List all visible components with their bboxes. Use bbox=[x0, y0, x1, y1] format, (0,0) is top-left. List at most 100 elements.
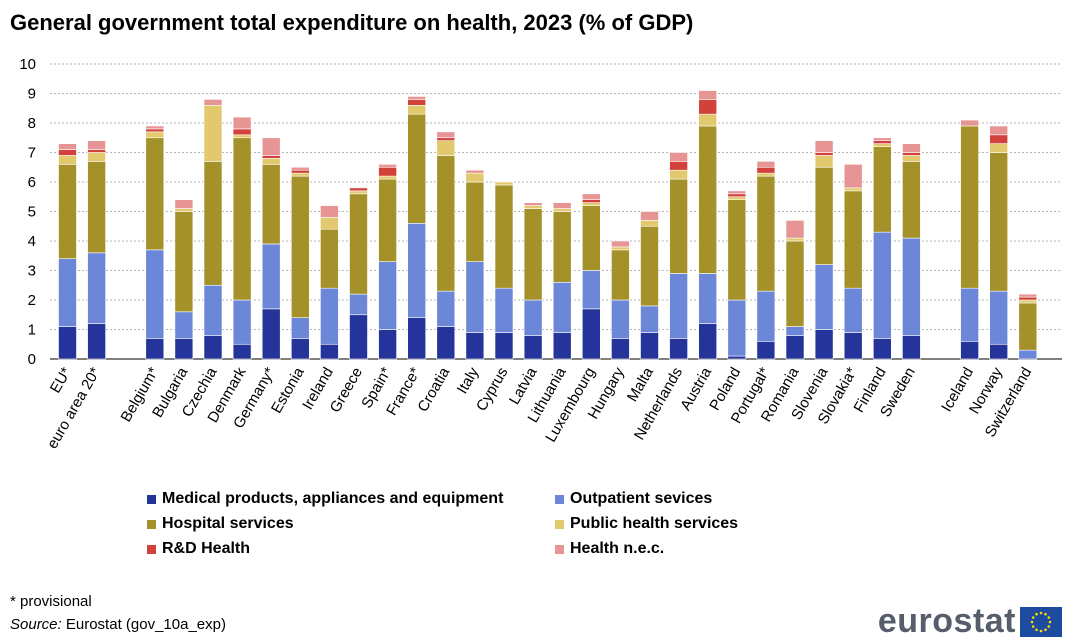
bar-segment bbox=[436, 131, 456, 139]
bar-segment bbox=[407, 105, 427, 115]
y-tick-label: 9 bbox=[28, 86, 36, 103]
bar-segment bbox=[581, 202, 601, 206]
bar-segment bbox=[1018, 349, 1038, 360]
bar-segment bbox=[814, 166, 834, 265]
bar-segment bbox=[261, 308, 281, 360]
bar-segment bbox=[960, 125, 979, 289]
bar-segment bbox=[669, 161, 688, 171]
bar-segment bbox=[378, 175, 397, 180]
flag-star bbox=[1048, 620, 1052, 623]
bar-segment bbox=[989, 343, 1009, 360]
source-label: Source: bbox=[10, 616, 62, 633]
bar-segment bbox=[87, 149, 106, 153]
bar-segment bbox=[960, 119, 979, 127]
bar-segment bbox=[552, 211, 572, 283]
bar-segment bbox=[465, 181, 485, 262]
bar-segment bbox=[669, 338, 688, 360]
bar-segment bbox=[290, 175, 310, 319]
bar-segment bbox=[174, 208, 194, 212]
bar-segment bbox=[698, 125, 718, 274]
bar-segment bbox=[698, 273, 718, 324]
flag-star bbox=[1031, 615, 1035, 619]
bar-segment bbox=[523, 299, 543, 336]
flag-star bbox=[1047, 615, 1051, 619]
bar-segment bbox=[727, 193, 747, 198]
legend-label-outpatient: Outpatient sevices bbox=[570, 490, 713, 507]
bar-segment bbox=[989, 125, 1009, 136]
legend-swatch-health-nec bbox=[555, 544, 564, 554]
bar-segment bbox=[756, 161, 776, 168]
legend-label-medical-products: Medical products, appliances and equipme… bbox=[162, 490, 504, 507]
bar-segment bbox=[640, 211, 659, 221]
bar-segment bbox=[843, 190, 863, 289]
bar-segment bbox=[989, 134, 1009, 144]
bar-segment bbox=[552, 208, 572, 212]
legend-item-medical-products: Medical products, appliances and equipme… bbox=[147, 490, 503, 508]
bar-segment bbox=[320, 217, 339, 230]
bar-segment bbox=[843, 287, 863, 333]
bar-segment bbox=[203, 105, 223, 162]
bar-segment bbox=[87, 152, 106, 162]
bar-segment bbox=[960, 287, 979, 342]
bar-segment bbox=[145, 249, 165, 339]
bar-segment bbox=[902, 152, 921, 156]
bar-segment bbox=[698, 99, 718, 115]
y-tick-label: 5 bbox=[28, 204, 36, 221]
bar-segment bbox=[698, 323, 718, 360]
bar-segment bbox=[727, 199, 747, 301]
bar-segment bbox=[87, 161, 106, 254]
bar-segment bbox=[727, 299, 747, 357]
bar-segment bbox=[58, 155, 77, 165]
legend-swatch-hospital bbox=[147, 519, 156, 529]
bar-segment bbox=[872, 338, 892, 360]
bar-segment bbox=[145, 125, 165, 130]
bar-segment bbox=[320, 343, 339, 360]
bar-segment bbox=[232, 137, 252, 301]
bar-segment bbox=[611, 249, 630, 301]
bar-segment bbox=[814, 152, 834, 156]
legend-label-health-nec: Health n.e.c. bbox=[570, 540, 665, 557]
bar-segment bbox=[261, 243, 281, 310]
bar-segment bbox=[756, 175, 776, 292]
legend-swatch-rd-health bbox=[147, 544, 156, 554]
bar-segment bbox=[669, 178, 688, 274]
bar-segment bbox=[785, 220, 805, 239]
bar-segment bbox=[843, 187, 863, 192]
source-text: Eurostat (gov_10a_exp) bbox=[65, 616, 226, 633]
y-tick-label: 10 bbox=[19, 56, 36, 73]
legend-label-hospital: Hospital services bbox=[162, 515, 294, 532]
flag-star bbox=[1030, 620, 1034, 623]
bar-segment bbox=[611, 338, 630, 360]
bar-segment bbox=[174, 338, 194, 360]
bar-segment bbox=[581, 199, 601, 203]
bar-segment bbox=[785, 326, 805, 336]
bar-segment bbox=[465, 261, 485, 333]
bar-segment bbox=[407, 317, 427, 360]
legend-item-health-nec: Health n.e.c. bbox=[555, 540, 664, 558]
flag-star bbox=[1035, 612, 1038, 616]
bar-segment bbox=[232, 343, 252, 360]
eu-flag-icon bbox=[1020, 606, 1062, 637]
bar-segment bbox=[290, 338, 310, 360]
bar-segment bbox=[872, 137, 892, 141]
bar-segment bbox=[698, 113, 718, 127]
legend-item-public-health: Public health services bbox=[555, 515, 738, 533]
bar-segment bbox=[407, 223, 427, 319]
bar-segment bbox=[320, 205, 339, 218]
bar-segment bbox=[989, 290, 1009, 345]
bar-segment bbox=[349, 314, 368, 360]
bar-segment bbox=[349, 193, 368, 295]
bar-segment bbox=[989, 143, 1009, 153]
bar-segment bbox=[407, 113, 427, 224]
bar-segment bbox=[989, 152, 1009, 292]
bar-segment bbox=[785, 240, 805, 327]
legend-item-rd-health: R&D Health bbox=[147, 540, 250, 558]
y-tick-label: 1 bbox=[28, 322, 36, 339]
bar-segment bbox=[349, 187, 368, 192]
bar-segment bbox=[436, 140, 456, 156]
bar-segment bbox=[290, 172, 310, 177]
bar-segment bbox=[465, 172, 485, 183]
bar-segment bbox=[261, 158, 281, 165]
bar-segment bbox=[58, 143, 77, 150]
bar-segment bbox=[203, 335, 223, 360]
